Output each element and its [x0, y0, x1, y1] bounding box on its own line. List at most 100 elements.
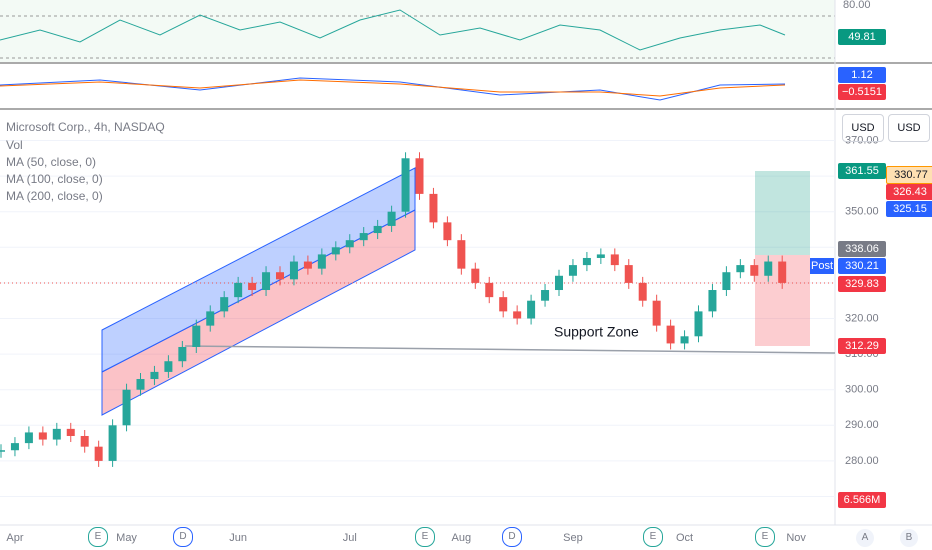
x-tick-label: Oct	[676, 532, 693, 544]
x-tick-label: Sep	[563, 532, 583, 544]
candle	[206, 311, 215, 326]
candle	[778, 261, 787, 283]
candle	[582, 257, 591, 266]
price-label: 326.43	[886, 184, 932, 200]
candle	[178, 346, 187, 362]
macd-value: −0.5151	[838, 84, 886, 100]
candle	[387, 211, 396, 226]
candle	[541, 290, 550, 301]
candle	[66, 428, 75, 436]
price-label: 338.06	[838, 241, 886, 257]
indicator: Vol	[6, 138, 23, 152]
price-label: 361.55	[838, 163, 886, 179]
candle	[24, 432, 33, 444]
candle	[150, 371, 159, 380]
candle	[289, 261, 298, 280]
price-label: 330.21	[838, 258, 886, 274]
candle	[276, 272, 284, 280]
candle	[596, 254, 605, 258]
x-tick-label: Jun	[229, 532, 247, 544]
annotation: Support Zone	[554, 324, 639, 340]
scale-button[interactable]: A	[856, 529, 874, 547]
y-tick-label: 300.00	[845, 384, 879, 396]
candle	[708, 290, 717, 312]
candle	[248, 282, 257, 291]
candle	[331, 247, 340, 255]
event-marker[interactable]: D	[173, 527, 193, 547]
candle	[136, 379, 145, 390]
candle	[38, 432, 47, 440]
candle	[736, 265, 745, 273]
volume-label: 6.566M	[838, 492, 886, 508]
x-tick-label: Jul	[343, 532, 357, 544]
candle	[94, 446, 103, 461]
candle	[499, 297, 508, 312]
candle	[694, 311, 703, 337]
x-tick-label: Apr	[6, 532, 23, 544]
candle	[722, 272, 731, 291]
candle	[764, 261, 773, 276]
currency-button[interactable]: USD	[888, 114, 930, 142]
candle	[555, 275, 563, 291]
x-tick-label: Nov	[786, 532, 806, 544]
x-tick-label: May	[116, 532, 137, 544]
candle	[610, 254, 619, 266]
candle	[666, 325, 675, 344]
candle	[262, 272, 271, 291]
candle	[359, 233, 368, 241]
price-label: 329.83	[838, 276, 886, 292]
event-marker[interactable]: E	[88, 527, 108, 547]
indicator: MA (100, close, 0)	[6, 172, 103, 186]
candle	[429, 193, 438, 223]
signal-line	[0, 79, 786, 97]
candle	[652, 300, 661, 326]
x-tick-label: Aug	[452, 532, 472, 544]
scale-button[interactable]: B	[900, 529, 918, 547]
candle	[80, 435, 89, 447]
candle	[457, 240, 466, 269]
candle	[303, 261, 312, 269]
macd-value: 1.12	[838, 67, 886, 83]
currency-button[interactable]: USD	[842, 114, 884, 142]
candle	[638, 282, 647, 301]
price-label: 312.29	[838, 338, 886, 354]
candle	[471, 268, 480, 283]
candle	[345, 240, 354, 248]
candle	[624, 265, 633, 283]
candle	[10, 443, 19, 451]
y-tick-label: 370.00	[845, 134, 879, 146]
candle	[192, 325, 201, 347]
candle	[750, 265, 759, 276]
candle	[164, 361, 173, 372]
candle	[513, 311, 522, 319]
candle	[0, 450, 5, 452]
candle	[122, 389, 131, 426]
title: Microsoft Corp., 4h, NASDAQ	[6, 120, 165, 134]
candle	[443, 222, 452, 241]
macd-line	[0, 77, 786, 101]
price-label: 330.77	[886, 166, 932, 184]
indicator: MA (200, close, 0)	[6, 189, 103, 203]
event-marker[interactable]: E	[755, 527, 775, 547]
candle	[680, 336, 689, 344]
event-marker[interactable]: E	[643, 527, 663, 547]
candle	[415, 158, 424, 194]
candle	[401, 158, 410, 212]
candle	[527, 300, 536, 319]
y-tick-label: 290.00	[845, 419, 879, 431]
event-marker[interactable]: D	[502, 527, 522, 547]
candle	[568, 265, 577, 276]
rsi-line	[0, 9, 786, 51]
rsi-value: 49.81	[838, 29, 886, 45]
rsi-level: 80.00	[843, 0, 871, 11]
candle	[317, 254, 326, 269]
event-marker[interactable]: E	[415, 527, 435, 547]
session-badge: Post	[810, 258, 834, 274]
y-tick-label: 280.00	[845, 455, 879, 467]
y-tick-label: 350.00	[845, 206, 879, 218]
candle	[108, 425, 117, 461]
price-label: 325.15	[886, 201, 932, 217]
support-line	[184, 345, 836, 354]
